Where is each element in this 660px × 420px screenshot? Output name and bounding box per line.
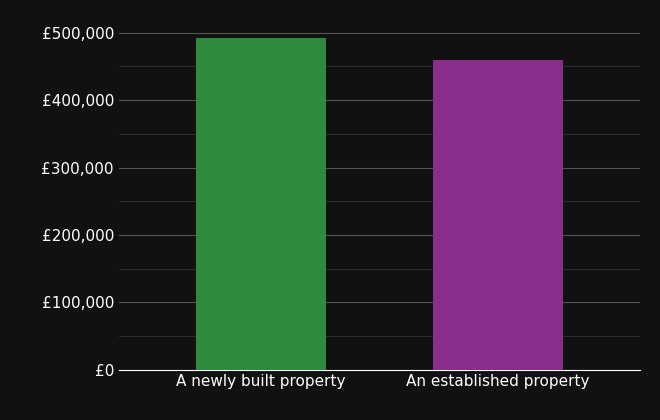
Bar — [433, 60, 563, 370]
Bar — [196, 37, 326, 370]
